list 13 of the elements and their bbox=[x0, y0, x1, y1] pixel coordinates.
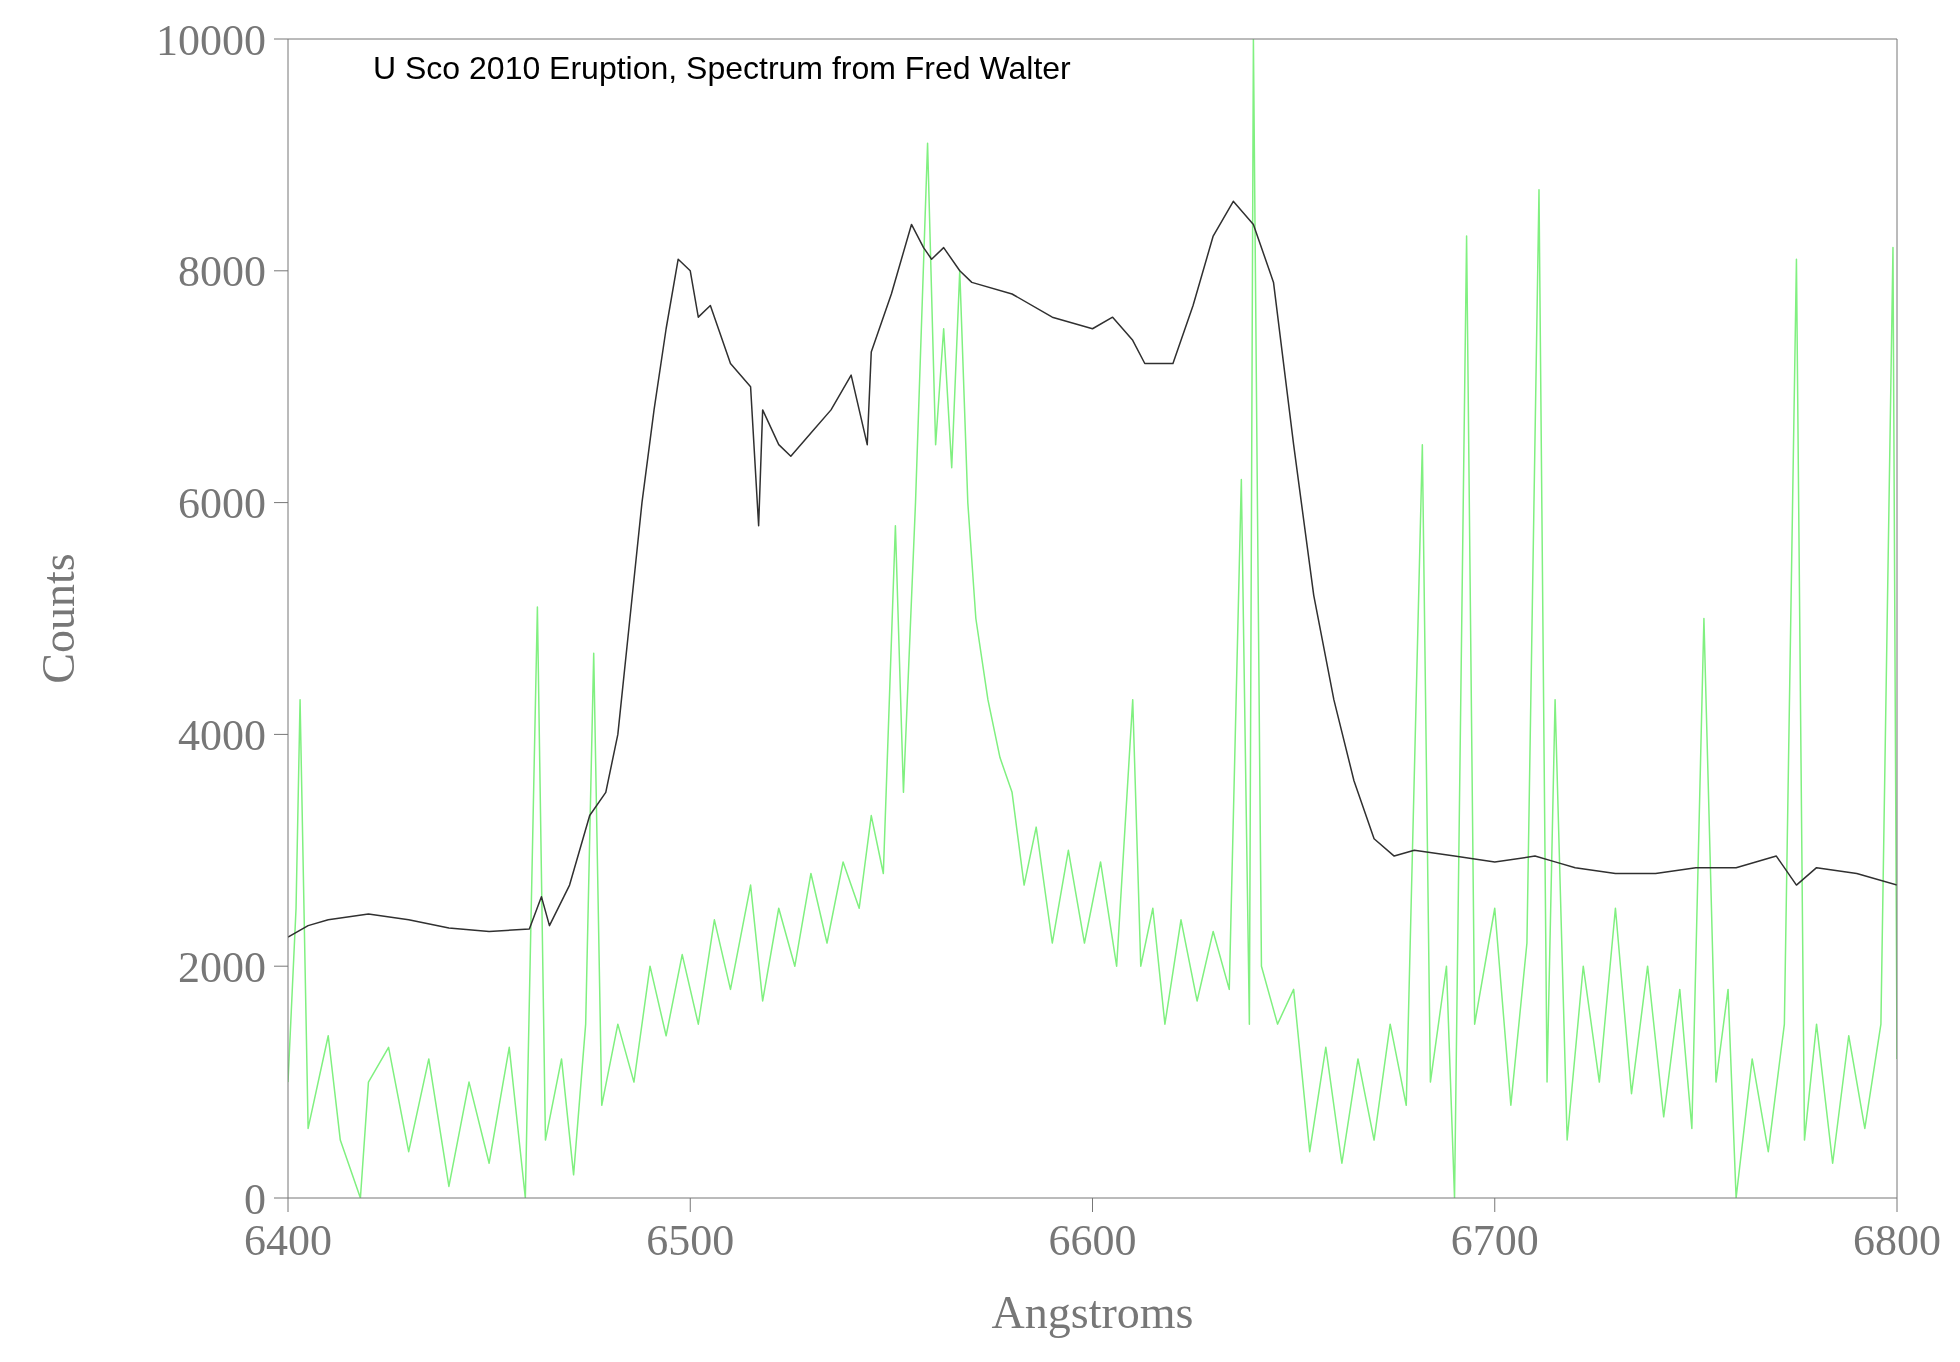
y-tick-label: 4000 bbox=[178, 711, 266, 761]
y-tick-label: 8000 bbox=[178, 247, 266, 297]
y-tick-label: 2000 bbox=[178, 942, 266, 992]
line-series bbox=[288, 200, 1897, 938]
x-tick-label: 6500 bbox=[646, 1216, 735, 1266]
x-tick-label: 6700 bbox=[1450, 1216, 1539, 1266]
x-axis-title: Angstroms bbox=[991, 1287, 1194, 1338]
y-tick-label: 6000 bbox=[178, 479, 266, 529]
annotation: U Sco 2010 Eruption, Spectrum from Fred Walter bbox=[373, 50, 1071, 87]
y-axis-title: Counts bbox=[33, 553, 85, 684]
x-tick-label: 6600 bbox=[1048, 1216, 1137, 1266]
y-tick-label: 10000 bbox=[156, 15, 266, 65]
x-tick-label: 6800 bbox=[1853, 1216, 1941, 1266]
